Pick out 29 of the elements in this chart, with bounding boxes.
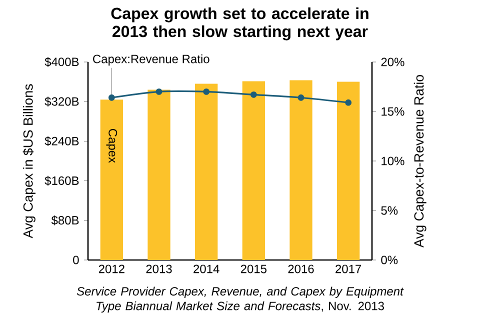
series-label: Capex:Revenue Ratio [93, 54, 210, 66]
y2-tick-label: 20% [381, 58, 404, 66]
y2-tick-label: 0% [381, 256, 398, 264]
y-tick-label: $80B [51, 216, 79, 226]
x-tick-label: 2017 [336, 264, 362, 274]
x-tick-label: 2013 [146, 264, 172, 274]
y2-tick-label: 10% [382, 156, 404, 166]
x-tick-label: 2014 [194, 264, 220, 274]
chart-title: Capex growth set to accelerate in 2013 then slow starting next year [111, 7, 368, 40]
y-tick-label: $400B [44, 57, 79, 67]
x-tick-label: 2012 [98, 264, 124, 274]
point [156, 88, 162, 95]
y-tick-label: $320B [44, 96, 79, 106]
x-tick-label: 2016 [288, 264, 314, 274]
point [298, 94, 304, 101]
series-label: Capex [106, 128, 118, 163]
point [108, 94, 115, 101]
y2-axis-title: Avg Capex-to-Revenue Ratio [414, 74, 426, 248]
y2-tick-label: 15% [382, 107, 404, 116]
y-tick-label: $240B [44, 136, 79, 146]
x-tick-label: 2015 [240, 264, 266, 274]
point [345, 99, 352, 106]
point [250, 91, 257, 98]
y-tick-label: 0 [73, 256, 79, 264]
text: Service Provider Capex, Revenue, and Capex by Equipment Type Biannual Market Size and Forecasts, Nov. 2013 [76, 286, 404, 313]
y-axis-title: Avg Capex in $US Billions [22, 84, 36, 238]
y2-tick-label: 5% [381, 206, 398, 215]
point [203, 88, 210, 95]
y-tick-label: $160B [44, 176, 79, 186]
